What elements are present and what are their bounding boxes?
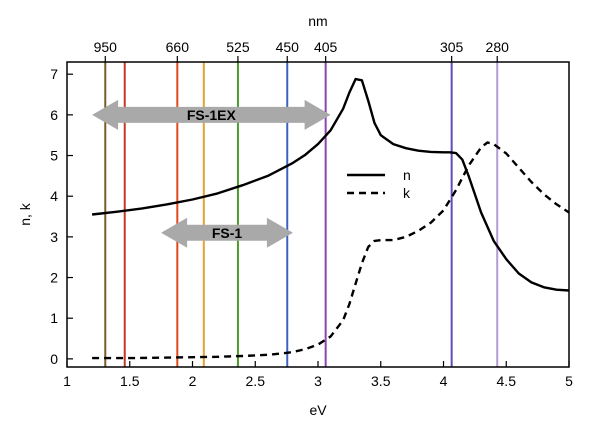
top-tick-label-525: 525 xyxy=(226,39,250,55)
y-tick-label-5: 5 xyxy=(50,148,58,164)
x-tick-label-4.5: 4.5 xyxy=(497,373,517,389)
x-tick-label-4: 4 xyxy=(440,373,448,389)
band-label-fs-1: FS-1 xyxy=(212,225,243,241)
x-tick-label-1: 1 xyxy=(63,373,71,389)
legend: nk xyxy=(347,167,411,201)
band-label-fs-1ex: FS-1EX xyxy=(187,107,237,123)
top-tick-label-450: 450 xyxy=(276,39,300,55)
x-axis-label: eV xyxy=(309,402,327,418)
x-tick-label-3: 3 xyxy=(314,373,322,389)
legend-label-k: k xyxy=(403,185,411,201)
wavelength-lines: 950 660 525 450 405 305 280 xyxy=(94,39,510,367)
series-k-line xyxy=(92,141,570,360)
curves xyxy=(91,77,570,360)
y-tick-label-0: 0 xyxy=(50,351,58,367)
y-tick-label-3: 3 xyxy=(50,229,58,245)
y-tick-label-6: 6 xyxy=(50,107,58,123)
y-axis-label: n, k xyxy=(17,202,33,226)
x-tick-label-5: 5 xyxy=(565,373,573,389)
x-tick-label-3.5: 3.5 xyxy=(371,373,391,389)
top-tick-label-950: 950 xyxy=(94,39,118,55)
top-tick-label-305: 305 xyxy=(440,39,464,55)
y-tick-label-2: 2 xyxy=(50,270,58,286)
band-arrow-fs-1 xyxy=(161,217,293,248)
top-tick-label-660: 660 xyxy=(166,39,190,55)
bands: FS-1EX FS-1 xyxy=(92,99,331,248)
x-tick-label-2: 2 xyxy=(189,373,197,389)
top-axis-label: nm xyxy=(308,13,327,29)
top-tick-label-280: 280 xyxy=(486,39,510,55)
top-tick-label-405: 405 xyxy=(314,39,338,55)
legend-label-n: n xyxy=(403,167,411,183)
y-tick-label-4: 4 xyxy=(50,188,58,204)
y-tick-label-1: 1 xyxy=(50,310,58,326)
series-n-line xyxy=(91,77,570,292)
x-tick-label-1.5: 1.5 xyxy=(120,373,140,389)
y-tick-label-7: 7 xyxy=(50,66,58,82)
x-tick-label-2.5: 2.5 xyxy=(246,373,266,389)
band-arrow-fs-1ex xyxy=(92,99,331,130)
